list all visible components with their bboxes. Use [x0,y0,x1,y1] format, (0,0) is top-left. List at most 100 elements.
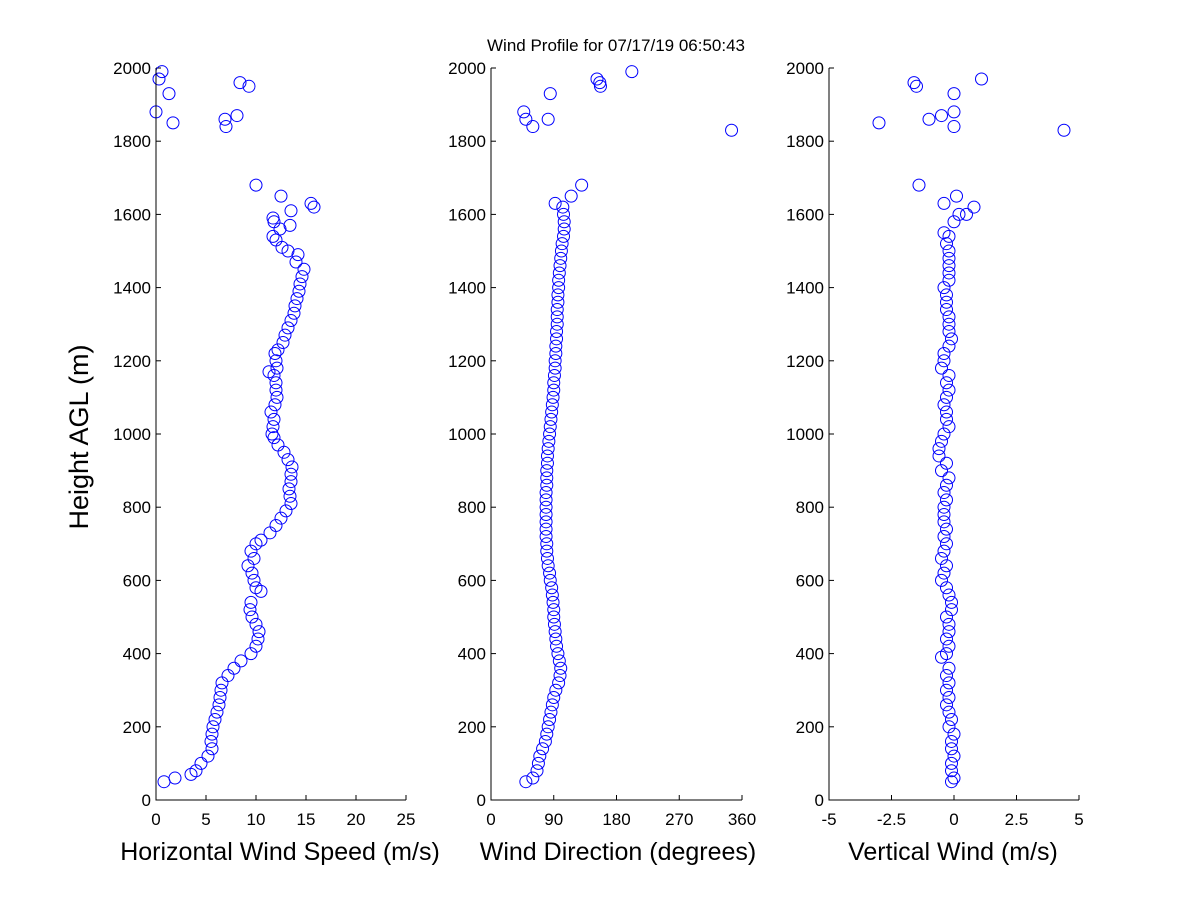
data-point [264,405,278,419]
data-point [937,544,951,558]
data-point [194,756,208,770]
data-point [242,79,256,93]
panel-vertical-wind-ticks: 0 200 400 600 800 1000 1200 1400 1600 1800 2000 -5 -… [786,59,1084,829]
data-point [254,533,268,547]
data-point [536,742,550,756]
data-point [233,76,247,90]
data-point [922,112,936,126]
data-point [541,720,555,734]
data-point [725,123,739,137]
data-point [541,112,555,126]
data-point [548,354,562,368]
data-point [243,603,257,617]
data-point [940,376,953,390]
data-point [268,346,282,360]
data-point [292,284,306,298]
data-point [162,87,176,101]
data-point [947,749,961,763]
data-point [937,500,951,514]
data-point [553,669,567,683]
data-point [557,207,571,221]
data-point [266,420,280,434]
data-point [274,511,288,525]
data-point [545,581,559,595]
data-point [540,464,554,478]
data-point [288,299,302,313]
data-point [945,742,958,756]
data-point [942,639,956,653]
data-point [945,775,958,789]
data-point [910,79,923,93]
data-point [539,493,553,507]
data-point [940,581,953,595]
data-point [297,262,311,276]
data-point [274,189,288,203]
data-point [283,218,297,232]
x-tick-label: 90 [544,810,563,829]
data-point [540,456,554,470]
y-tick-label: 1200 [448,352,486,371]
y-tick-label: 800 [123,498,151,517]
data-point [546,595,560,609]
data-point [947,87,961,101]
data-point [531,756,545,770]
data-point [213,691,227,705]
data-point [549,632,563,646]
data-point [295,270,309,284]
data-point [556,200,570,214]
data-point [267,431,281,445]
data-point [530,764,544,778]
data-point [945,595,958,609]
data-point [539,508,553,522]
data-point [285,460,299,474]
panel-wind-direction-markers [517,65,739,789]
data-point [290,292,304,306]
data-point [942,317,956,331]
data-point [265,427,279,441]
data-point [230,109,244,123]
data-point [937,486,951,500]
data-point [244,544,258,558]
y-tick-label: 1000 [448,425,486,444]
y-tick-label: 1800 [448,132,486,151]
data-point [547,376,561,390]
data-point [940,522,953,536]
data-point [215,676,229,690]
data-point [937,508,951,522]
data-point [155,65,169,79]
data-point [212,698,226,712]
data-point [540,727,554,741]
data-point [937,398,951,412]
data-point [942,259,956,273]
data-point [907,76,921,90]
panel-horizontal-wind-speed-ticks: 0 200 400 600 800 1000 1200 1400 1600 1800 2000 0 5 1… [113,59,415,829]
data-point [268,398,282,412]
y-tick-label: 600 [458,571,486,590]
y-tick-label: 2000 [786,59,824,78]
data-point [552,273,566,287]
data-point [550,303,564,317]
data-point [940,237,953,251]
data-point [547,691,561,705]
data-point [550,325,564,339]
data-point [541,559,555,573]
data-point [540,551,554,565]
y-tick-label: 400 [123,645,151,664]
data-point [266,229,280,243]
y-tick-label: 800 [458,498,486,517]
data-point [942,244,956,258]
data-point [271,438,285,452]
data-point [307,200,321,214]
data-point [543,712,557,726]
data-point [942,420,956,434]
data-point [282,482,296,496]
data-point [940,669,953,683]
data-point [945,712,958,726]
data-point [245,566,259,580]
data-point [547,603,561,617]
data-point [967,200,981,214]
data-point [554,251,568,265]
x-tick-label: 360 [728,810,756,829]
data-point [544,705,558,719]
x-tick-label: -2.5 [877,810,906,829]
